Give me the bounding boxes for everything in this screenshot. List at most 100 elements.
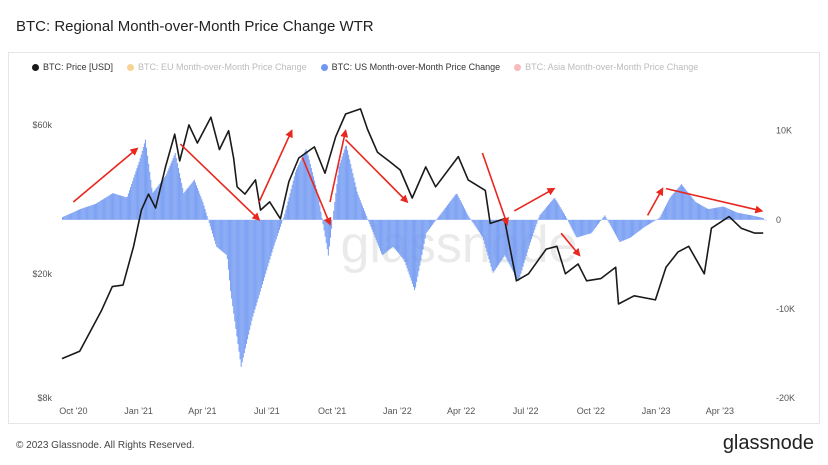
us-bar xyxy=(437,217,439,220)
us-bar xyxy=(240,219,242,367)
us-bar xyxy=(273,219,275,246)
us-bar xyxy=(618,219,620,241)
us-bar xyxy=(448,203,450,220)
us-bar xyxy=(456,193,458,220)
us-bar xyxy=(378,219,380,249)
us-bar xyxy=(690,196,692,220)
us-bar xyxy=(79,209,81,220)
us-bar xyxy=(543,209,545,220)
us-bar xyxy=(619,219,621,243)
legend-item[interactable]: BTC: Price [USD] xyxy=(32,62,113,72)
us-bar xyxy=(170,163,172,220)
us-bar xyxy=(334,202,336,220)
us-bar xyxy=(688,193,690,220)
us-bar xyxy=(477,219,479,231)
us-bar xyxy=(122,196,124,220)
us-bar xyxy=(339,163,341,220)
us-bar xyxy=(568,219,570,223)
legend-swatch xyxy=(514,63,522,71)
us-bar xyxy=(489,219,491,264)
us-bar xyxy=(256,219,258,303)
us-bar xyxy=(444,207,446,220)
us-bar xyxy=(673,192,675,220)
us-bar xyxy=(336,184,338,220)
us-bar xyxy=(71,212,73,220)
us-bar xyxy=(570,219,572,227)
us-bar xyxy=(111,193,114,220)
us-bar xyxy=(684,188,686,220)
legend-item[interactable]: BTC: Asia Month-over-Month Price Change xyxy=(514,62,698,72)
us-bar xyxy=(610,219,612,227)
us-bar xyxy=(632,219,634,237)
us-bar xyxy=(362,208,364,220)
us-bar xyxy=(173,155,175,220)
us-bar xyxy=(523,219,525,264)
us-bar xyxy=(323,219,325,231)
us-bar xyxy=(505,219,507,258)
us-bar xyxy=(325,219,327,243)
us-bar xyxy=(556,201,558,220)
us-bar xyxy=(737,212,739,220)
us-bar xyxy=(355,186,357,220)
us-bar xyxy=(340,159,342,220)
us-bar xyxy=(416,219,418,283)
us-bar xyxy=(547,204,550,220)
us-bar xyxy=(374,219,376,238)
us-bar xyxy=(587,219,589,235)
price-line xyxy=(61,108,764,360)
us-bar xyxy=(157,185,159,220)
us-bar xyxy=(599,219,601,223)
us-bar xyxy=(452,198,454,220)
us-bar xyxy=(65,215,67,220)
us-bar xyxy=(579,219,581,237)
us-bar xyxy=(73,211,75,220)
us-bar xyxy=(717,207,719,220)
us-bar xyxy=(345,145,347,220)
legend-label: BTC: Asia Month-over-Month Price Change xyxy=(525,62,699,72)
us-bar xyxy=(257,219,259,299)
us-bar xyxy=(404,219,406,262)
us-bar xyxy=(130,187,132,220)
us-bar xyxy=(647,219,650,225)
annotation-arrow xyxy=(301,157,332,226)
us-bar xyxy=(287,201,289,220)
us-bar xyxy=(249,219,251,331)
us-bar xyxy=(425,219,427,234)
us-bar xyxy=(424,219,426,239)
us-bar xyxy=(604,215,606,220)
us-bar xyxy=(119,195,121,220)
us-bar xyxy=(750,215,752,220)
us-bar xyxy=(392,219,394,247)
us-bar xyxy=(211,219,213,234)
us-bar xyxy=(445,206,447,220)
us-bar xyxy=(226,219,228,260)
us-bar xyxy=(293,176,295,220)
us-bar xyxy=(633,219,635,236)
us-bar xyxy=(184,191,186,220)
us-bar xyxy=(692,198,694,220)
us-bar xyxy=(741,213,743,220)
us-bar xyxy=(608,219,610,223)
us-bar xyxy=(267,219,269,267)
us-bar xyxy=(169,165,171,220)
us-bar xyxy=(731,210,734,220)
legend-item[interactable]: BTC: US Month-over-Month Price Change xyxy=(320,62,500,72)
us-bar xyxy=(667,202,669,220)
us-bar xyxy=(594,219,596,229)
us-bar xyxy=(726,208,728,220)
us-bar xyxy=(488,219,490,260)
us-bar xyxy=(522,219,524,267)
us-bar xyxy=(577,219,579,238)
us-bar xyxy=(504,219,506,256)
us-bar xyxy=(172,158,174,220)
us-bar xyxy=(214,219,216,241)
us-bar xyxy=(262,219,265,281)
us-bar xyxy=(225,219,227,255)
us-bar xyxy=(171,160,173,220)
us-bar xyxy=(126,196,128,220)
legend-item[interactable]: BTC: EU Month-over-Month Price Change xyxy=(127,62,307,72)
us-bar xyxy=(74,211,76,220)
us-bar xyxy=(123,196,125,220)
us-bar xyxy=(356,191,358,220)
us-bar xyxy=(371,219,373,230)
